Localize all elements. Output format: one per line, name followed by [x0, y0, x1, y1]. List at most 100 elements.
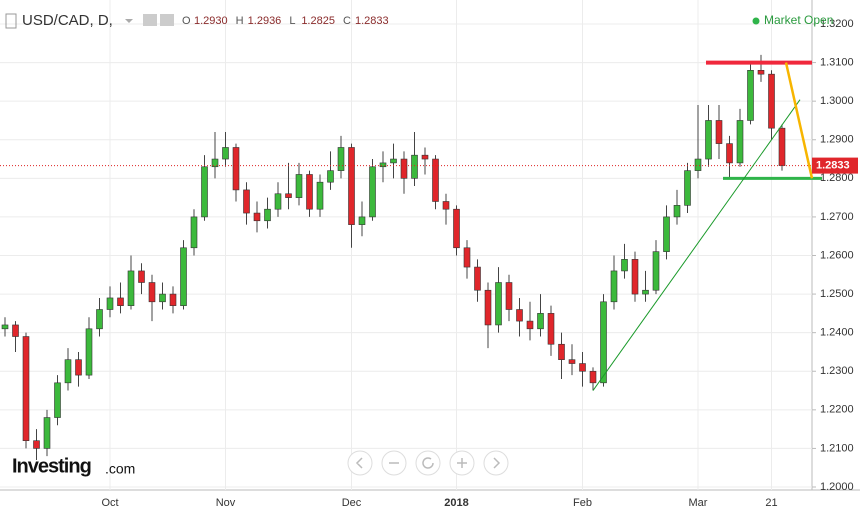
candle-body	[526, 320, 534, 330]
candle-body	[652, 251, 660, 291]
x-tick-label: 2018	[444, 497, 468, 509]
y-tick-label: 1.2800	[820, 172, 854, 184]
candle-body	[537, 313, 544, 330]
candle-body	[96, 309, 103, 330]
candle-body	[600, 301, 607, 384]
y-tick-label: 1.2200	[820, 404, 854, 416]
y-tick-label: 1.3200	[820, 18, 854, 30]
candle-body	[211, 158, 219, 168]
candle-body	[358, 216, 366, 225]
candle-body	[295, 174, 303, 198]
candle-body	[169, 293, 177, 306]
trend-line	[592, 99, 801, 391]
price-tag-label: 1.2833	[816, 160, 850, 172]
menu-icon[interactable]	[5, 13, 17, 29]
candle-body	[12, 324, 19, 337]
candle-body	[673, 205, 681, 218]
dropdown[interactable]	[125, 19, 133, 23]
candle-body	[306, 174, 313, 210]
candle-body	[316, 181, 324, 210]
candle-body	[75, 359, 82, 376]
scroll-left[interactable]	[347, 450, 373, 476]
candle-body	[757, 70, 765, 75]
candle-body	[327, 170, 334, 183]
y-tick-label: 1.3100	[820, 56, 854, 68]
nav-buttons	[347, 450, 509, 476]
candle-body	[642, 289, 649, 295]
candle-body	[421, 154, 429, 160]
candle-body	[64, 359, 72, 384]
candle-body	[159, 293, 166, 303]
market-status: Market Open	[764, 13, 833, 27]
candle-body	[22, 336, 30, 441]
x-tick-label: Feb	[573, 497, 592, 509]
nav-glyphs	[355, 457, 501, 469]
candle-body	[768, 73, 775, 129]
candle-body	[138, 270, 145, 283]
candle-body	[778, 127, 786, 166]
candle-body	[715, 120, 723, 144]
candle-body	[610, 270, 618, 303]
candle-body	[285, 193, 292, 198]
y-tick-label: 1.2000	[820, 481, 854, 493]
y-tick-label: 1.2400	[820, 327, 854, 339]
candle-body	[726, 143, 733, 164]
logo-suffix: .com	[105, 461, 135, 477]
candle-body	[1, 324, 9, 330]
candle-body	[747, 70, 754, 121]
candle-body	[463, 247, 471, 268]
settings-icon[interactable]	[143, 14, 157, 26]
candle-body	[621, 259, 628, 272]
candle-body	[232, 147, 240, 191]
ohlc-value: 1.2825	[301, 15, 335, 27]
y-tick-label: 1.2300	[820, 365, 854, 377]
candle-body	[348, 147, 355, 225]
candle-body	[390, 158, 397, 164]
status-dot	[752, 17, 760, 25]
ohlc-key: H	[236, 15, 244, 27]
candle-body	[631, 259, 639, 295]
x-tick-label: Nov	[216, 497, 236, 509]
candle-body	[705, 120, 712, 160]
candle-body	[453, 208, 460, 249]
candle-body	[474, 266, 481, 291]
y-tick-label: 1.2900	[820, 134, 854, 146]
candle-body	[43, 417, 51, 449]
logo: Investing .com	[12, 455, 135, 477]
candle-body	[411, 154, 418, 179]
candle-body	[222, 147, 229, 160]
candle-body	[180, 247, 187, 306]
ohlc-key: L	[289, 15, 295, 27]
candle-body	[400, 158, 408, 179]
reset[interactable]	[415, 450, 441, 476]
y-tick-label: 1.2700	[820, 211, 854, 223]
ohlc-key: O	[182, 15, 191, 27]
candle-body	[190, 216, 198, 249]
candle-body	[253, 212, 261, 222]
candle-body	[558, 343, 565, 360]
candle-body	[274, 193, 282, 210]
candle-body	[579, 363, 586, 372]
candle-body	[243, 189, 250, 214]
candle-body	[264, 208, 271, 222]
candle-body	[442, 201, 450, 210]
candle-body	[54, 382, 61, 418]
candle-body	[369, 166, 376, 218]
candle-body	[85, 328, 93, 376]
candle-body	[148, 282, 156, 303]
candle-body	[505, 282, 513, 310]
ohlc-value: 1.2936	[248, 15, 282, 27]
settings-icon[interactable]	[160, 14, 174, 26]
y-tick-label: 1.2500	[820, 288, 854, 300]
ohlc-value: 1.2930	[194, 15, 228, 27]
candle-body	[694, 158, 702, 171]
candle-body	[337, 147, 345, 171]
candle-body	[495, 282, 502, 326]
scroll-right[interactable]	[483, 450, 509, 476]
ohlc-value: 1.2833	[355, 15, 389, 27]
price-tag	[812, 157, 858, 174]
y-tick-label: 1.3000	[820, 95, 854, 107]
candle-body	[201, 166, 208, 218]
y-tick-label: 1.2100	[820, 442, 854, 454]
